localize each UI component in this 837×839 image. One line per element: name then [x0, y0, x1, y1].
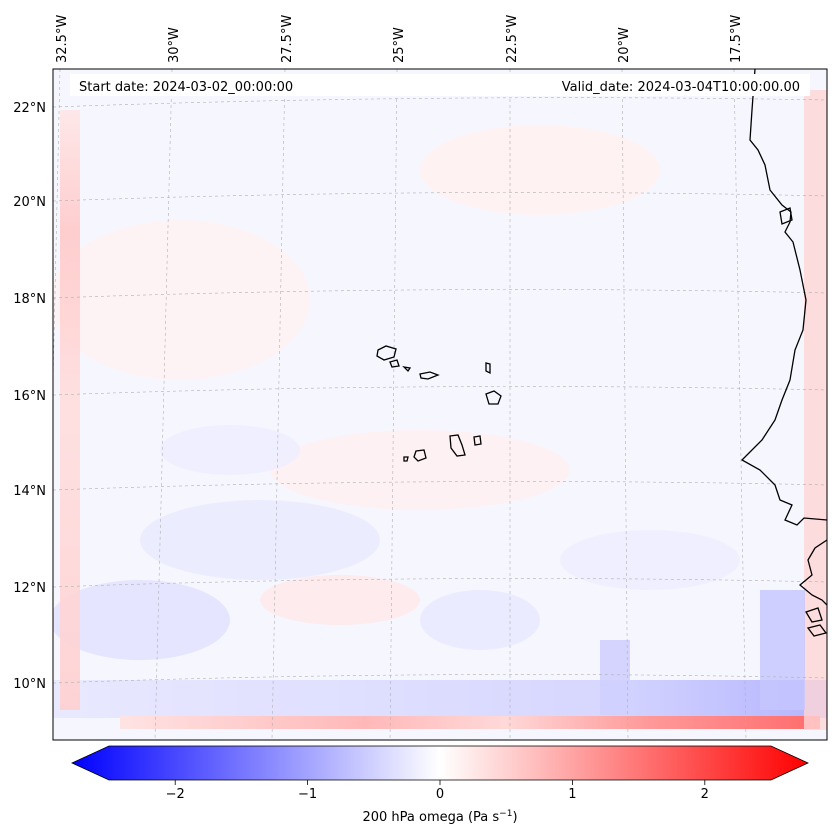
coast-inlet-1 — [805, 607, 823, 623]
lon-tick-label: 32.5°W — [55, 15, 70, 63]
island-santo-antao — [376, 345, 397, 361]
lat-tick-label: 18°N — [13, 292, 46, 307]
gridline-lat — [53, 192, 827, 202]
gridline-lon — [621, 69, 629, 740]
gridline-lon — [271, 69, 286, 740]
island-boa-vista — [485, 390, 502, 405]
colorbar-ticks: −2 −1 0 1 2 — [166, 780, 709, 802]
gridline-lat — [53, 289, 827, 299]
lat-tick-label: 22°N — [13, 101, 46, 116]
colorbar-tick-label: 0 — [436, 787, 444, 802]
start-date-label: Start date: 2024-03-02_00:00:00 — [79, 80, 293, 95]
coastline — [740, 69, 827, 637]
omega-field — [53, 69, 827, 740]
island-sao-nicolau — [419, 371, 440, 380]
island-santiago — [449, 434, 466, 457]
gridline-lat — [53, 578, 827, 588]
lat-tick-label: 16°N — [13, 389, 46, 404]
gridlines — [53, 69, 827, 740]
colorbar-tick-label: −2 — [166, 787, 185, 802]
gridline-lat — [53, 674, 827, 684]
colorbar: −2 −1 0 1 2 200 hPa omega (Pa s−1) — [71, 745, 809, 825]
latitude-labels: 22°N 20°N 18°N 16°N 14°N 12°N 10°N — [13, 101, 46, 692]
map-frame — [52, 68, 828, 741]
colorbar-tick-label: −1 — [298, 787, 317, 802]
coast-inlet-2 — [806, 624, 827, 637]
island-brava — [403, 456, 409, 462]
lat-tick-label: 20°N — [13, 195, 46, 210]
colorbar-tick-label: 1 — [568, 787, 576, 802]
lon-tick-label: 20°W — [617, 27, 632, 63]
island-sao-vicente — [389, 359, 400, 368]
gridline-lon — [154, 69, 173, 740]
colorbar-body — [71, 745, 809, 781]
lat-tick-label: 14°N — [13, 484, 46, 499]
date-header-band — [70, 74, 810, 96]
island-maio — [473, 435, 482, 446]
coast-island-1 — [779, 207, 793, 225]
gridline-lat — [53, 481, 827, 491]
lat-tick-label: 10°N — [13, 677, 46, 692]
valid-date-label: Valid_date: 2024-03-04T10:00:00.00 — [562, 80, 800, 95]
island-santa-luzia — [402, 366, 412, 373]
cape-verde-islands — [376, 345, 502, 462]
island-sal — [485, 362, 491, 375]
colorbar-tick-label: 2 — [701, 787, 709, 802]
colorbar-title: 200 hPa omega (Pa s−1) — [362, 809, 517, 825]
west-africa-coastline — [740, 69, 827, 606]
gridline-lon — [389, 69, 398, 740]
gridline-lat — [53, 97, 827, 108]
island-fogo — [413, 449, 427, 462]
lat-tick-label: 12°N — [13, 581, 46, 596]
longitude-labels: 32.5°W 30°W 27.5°W 25°W 22.5°W 20°W 17.5°W — [55, 15, 744, 63]
lon-tick-label: 22.5°W — [505, 15, 520, 63]
lon-tick-label: 17.5°W — [729, 15, 744, 63]
gridline-lat — [53, 386, 827, 396]
lon-tick-label: 30°W — [167, 27, 182, 63]
lon-tick-label: 27.5°W — [280, 15, 295, 63]
lon-tick-label: 25°W — [392, 27, 407, 63]
gridline-lon — [733, 69, 747, 740]
